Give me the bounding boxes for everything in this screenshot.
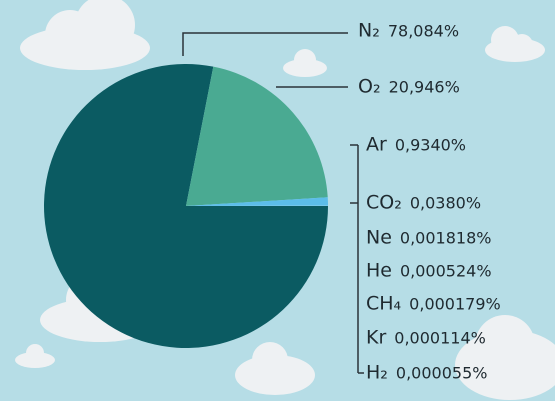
legend: N₂ 78,084% O₂ 20,946% Ar 0,9340% CO₂ 0,0380% Ne 0…	[358, 20, 501, 384]
value-label: 20,946%	[389, 78, 460, 97]
pie-slice	[186, 66, 328, 206]
pie	[43, 64, 328, 349]
legend-label: Kr	[366, 327, 386, 349]
value-label: 0,000524%	[400, 262, 492, 281]
leader-line	[182, 32, 348, 56]
value-label: 0,0380%	[410, 194, 481, 213]
bracket	[350, 144, 364, 374]
legend-label: H₂	[366, 362, 388, 384]
legend-label: Ar	[366, 134, 387, 156]
value-label: 0,001818%	[400, 229, 492, 248]
value-label: 0,9340%	[395, 136, 466, 155]
legend-label: Ne	[366, 227, 392, 249]
legend-label: He	[366, 260, 392, 282]
legend-label: CO₂	[366, 192, 402, 214]
legend-label: N₂	[358, 20, 380, 42]
legend-label: O₂	[358, 76, 381, 98]
pie-slice	[186, 197, 328, 206]
value-label: 78,084%	[388, 22, 459, 41]
value-label: 0,000114%	[394, 329, 486, 348]
value-label: 0,000179%	[409, 295, 501, 314]
legend-label: CH₄	[366, 293, 402, 315]
value-label: 0,000055%	[396, 364, 488, 383]
clouds	[15, 0, 555, 400]
